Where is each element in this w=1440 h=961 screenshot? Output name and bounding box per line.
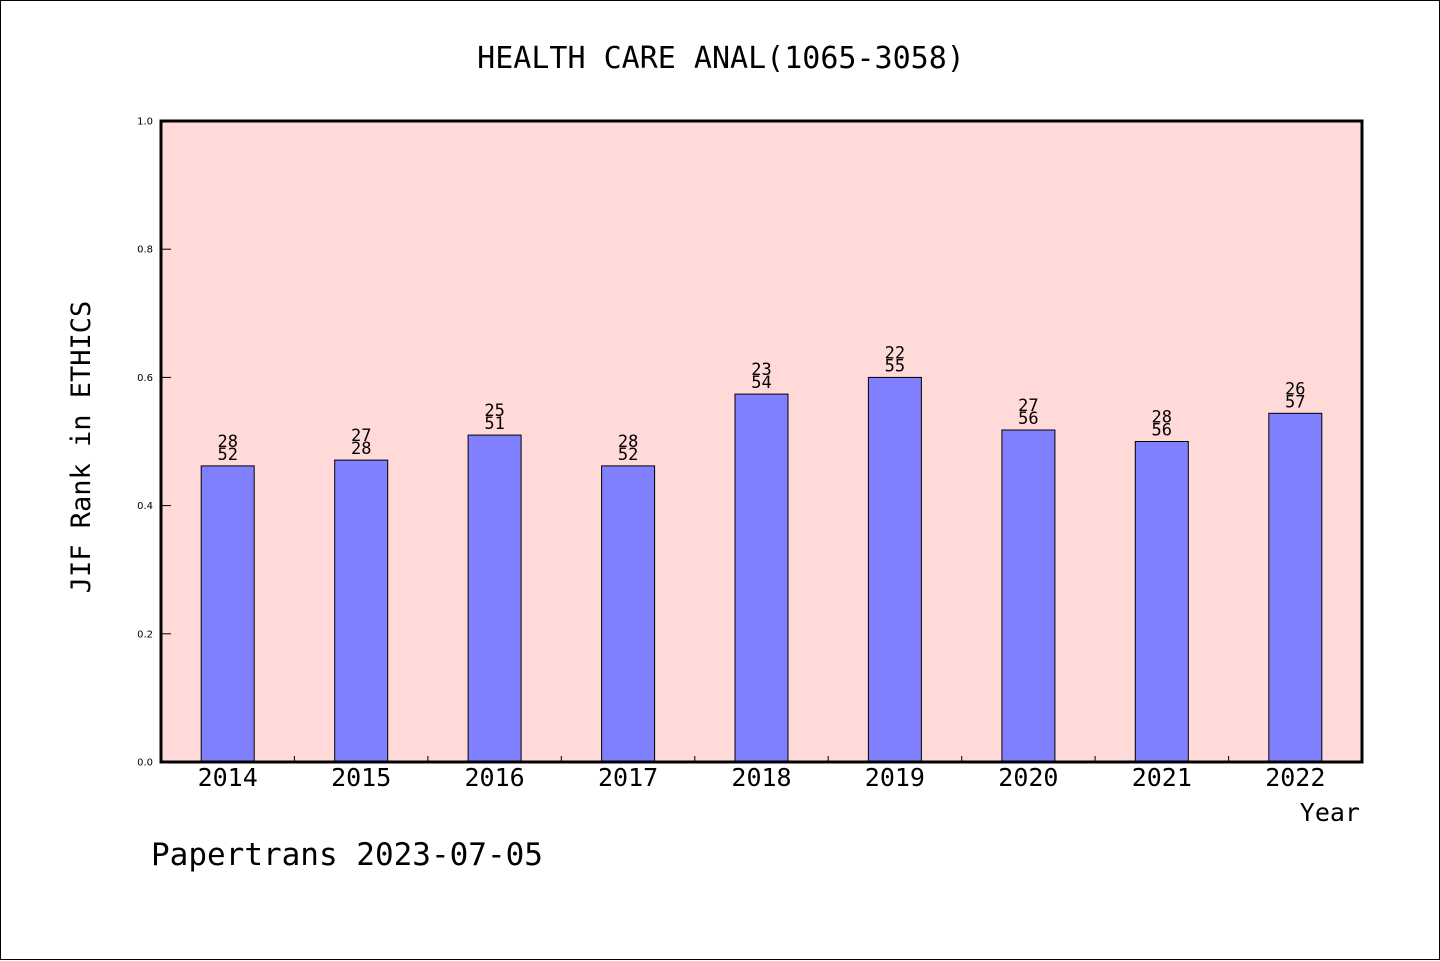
bar-2015 bbox=[334, 459, 389, 763]
bar-2014 bbox=[200, 465, 255, 763]
bar-total-label-2020: 56 bbox=[1018, 409, 1038, 429]
bar-rank-label-2016: 25 bbox=[484, 401, 504, 421]
x-tick-label-2018: 2018 bbox=[731, 763, 791, 792]
bar-rank-label-2018: 23 bbox=[751, 360, 771, 380]
bar-total-label-2022: 57 bbox=[1285, 392, 1305, 412]
y-tick-label-0.6: 0.6 bbox=[137, 373, 153, 384]
bar-2016 bbox=[467, 434, 522, 763]
x-tick-label-2019: 2019 bbox=[865, 763, 925, 792]
bar-2019 bbox=[867, 376, 922, 763]
bar-2020 bbox=[1001, 429, 1056, 763]
x-tick-label-2020: 2020 bbox=[998, 763, 1058, 792]
bar-2021 bbox=[1134, 441, 1189, 763]
bar-total-label-2016: 51 bbox=[484, 414, 504, 434]
x-axis-label: Year bbox=[1300, 798, 1360, 827]
bars-layer bbox=[200, 376, 1323, 763]
bar-rank-label-2020: 27 bbox=[1018, 396, 1038, 416]
bar-total-label-2018: 54 bbox=[751, 373, 771, 393]
x-tick-label-2021: 2021 bbox=[1132, 763, 1192, 792]
bar-rank-label-2014: 28 bbox=[217, 432, 237, 452]
x-tick-label-2015: 2015 bbox=[331, 763, 391, 792]
y-tick-label-1.0: 1.0 bbox=[137, 117, 153, 128]
x-tick-label-2017: 2017 bbox=[598, 763, 658, 792]
chart-title: HEALTH CARE ANAL(1065-3058) bbox=[477, 41, 965, 76]
bar-total-label-2015: 28 bbox=[351, 439, 371, 459]
bar-rank-label-2021: 28 bbox=[1152, 408, 1172, 428]
x-tick-label-2014: 2014 bbox=[198, 763, 258, 792]
y-axis-label: JIF Rank in ETHICS bbox=[66, 301, 97, 594]
y-axis-ticks: 0.0 0.2 0.4 0.6 0.8 1.0 bbox=[137, 117, 171, 769]
y-tick-label-0.4: 0.4 bbox=[137, 501, 153, 512]
plot-frame bbox=[159, 119, 1364, 764]
bar-2018 bbox=[734, 393, 789, 763]
bar-rank-label-2019: 22 bbox=[885, 343, 905, 363]
x-tick-label-2022: 2022 bbox=[1265, 763, 1325, 792]
bar-rank-label-2017: 28 bbox=[618, 432, 638, 452]
bar-total-label-2021: 56 bbox=[1152, 421, 1172, 441]
y-tick-label-0.8: 0.8 bbox=[137, 245, 153, 256]
bar-total-label-2019: 55 bbox=[885, 356, 905, 376]
x-tick-label-2016: 2016 bbox=[464, 763, 524, 792]
bar-2022 bbox=[1268, 412, 1323, 763]
bar-total-label-2014: 52 bbox=[217, 445, 237, 465]
bar-rank-label-2022: 26 bbox=[1285, 379, 1305, 399]
bar-total-label-2017: 52 bbox=[618, 445, 638, 465]
x-axis-ticks: 2014 2015 2016 2017 2018 2019 2020 2021 2022 bbox=[198, 756, 1325, 792]
y-tick-label-0.2: 0.2 bbox=[137, 629, 153, 640]
footer-credit: Papertrans 2023-07-05 bbox=[151, 837, 543, 873]
y-tick-label-0.0: 0.0 bbox=[137, 758, 153, 769]
bar-rank-label-2015: 27 bbox=[351, 426, 371, 446]
bar-2017 bbox=[601, 465, 656, 763]
